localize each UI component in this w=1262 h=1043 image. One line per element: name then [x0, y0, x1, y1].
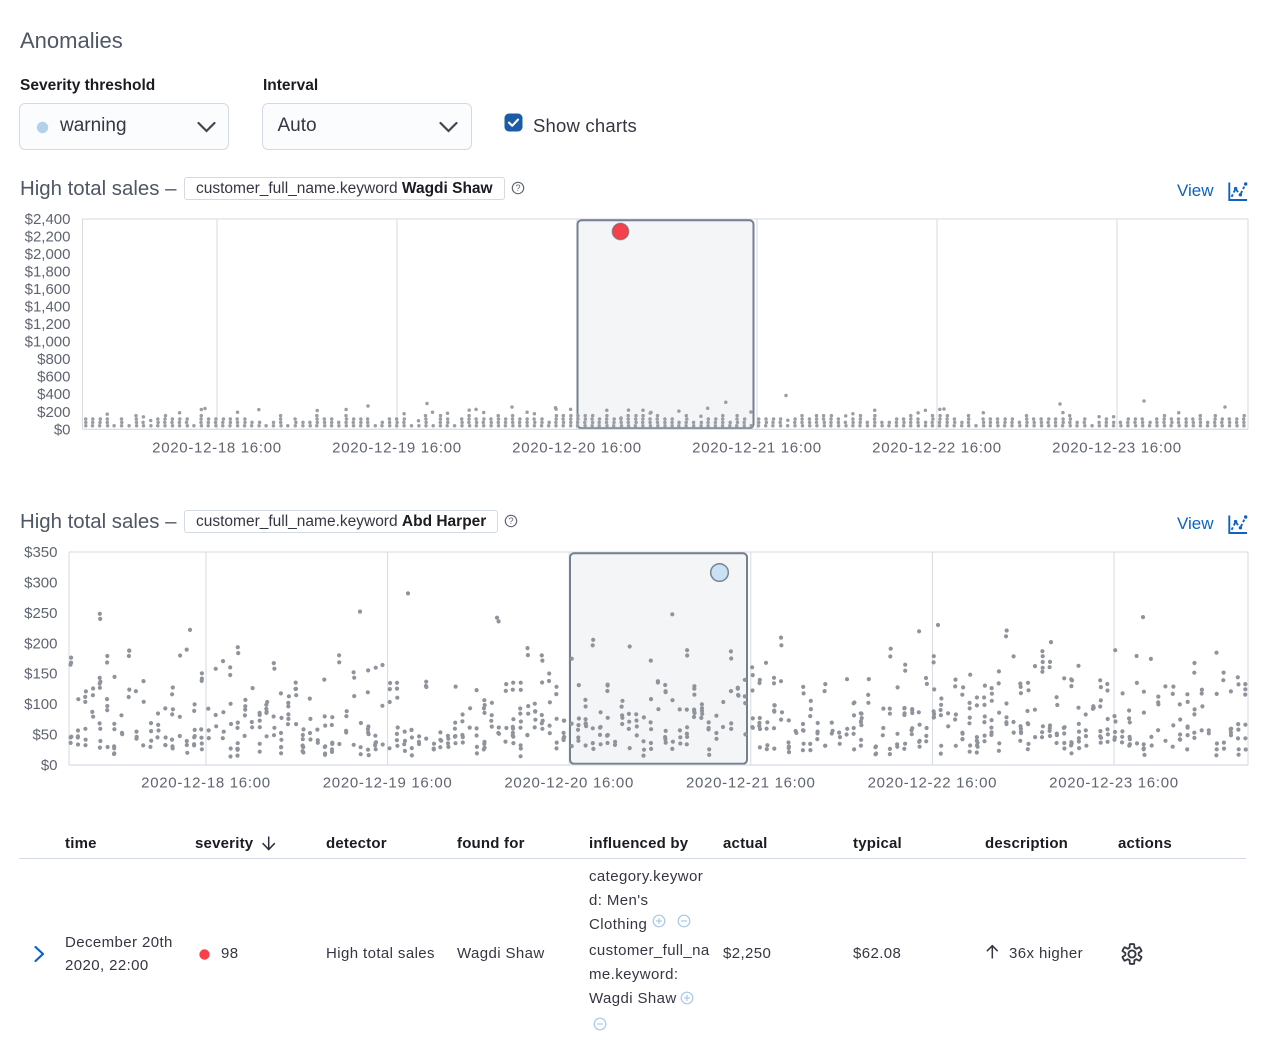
- svg-text:$200: $200: [24, 635, 57, 652]
- svg-text:2020-12-22 16:00: 2020-12-22 16:00: [872, 440, 1002, 457]
- svg-text:$1,000: $1,000: [25, 334, 71, 351]
- svg-text:2020-12-19 16:00: 2020-12-19 16:00: [332, 440, 462, 457]
- svg-text:$0: $0: [54, 421, 71, 438]
- svg-text:$600: $600: [37, 369, 70, 386]
- svg-text:2020-12-21 16:00: 2020-12-21 16:00: [692, 440, 822, 457]
- svg-text:2020-12-23 16:00: 2020-12-23 16:00: [1052, 440, 1182, 457]
- svg-text:$250: $250: [24, 605, 57, 622]
- svg-text:?: ?: [508, 516, 513, 526]
- svg-text:$2,000: $2,000: [25, 246, 71, 263]
- svg-text:$200: $200: [37, 404, 70, 421]
- svg-text:2020-12-23 16:00: 2020-12-23 16:00: [1049, 775, 1179, 791]
- svg-text:2020-12-20 16:00: 2020-12-20 16:00: [512, 440, 642, 457]
- svg-text:$2,200: $2,200: [25, 229, 71, 246]
- svg-text:$1,800: $1,800: [25, 264, 71, 281]
- svg-text:$300: $300: [24, 574, 57, 591]
- svg-text:2020-12-22 16:00: 2020-12-22 16:00: [868, 775, 998, 791]
- svg-text:$1,200: $1,200: [25, 316, 71, 333]
- svg-text:$2,400: $2,400: [25, 211, 71, 228]
- svg-text:2020-12-18 16:00: 2020-12-18 16:00: [152, 440, 282, 457]
- svg-text:$350: $350: [24, 544, 57, 561]
- svg-text:$50: $50: [32, 727, 57, 744]
- svg-text:$150: $150: [24, 666, 57, 683]
- svg-text:2020-12-18 16:00: 2020-12-18 16:00: [141, 775, 271, 791]
- svg-text:$1,400: $1,400: [25, 299, 71, 316]
- svg-text:$800: $800: [37, 351, 70, 368]
- svg-text:$1,600: $1,600: [25, 281, 71, 298]
- svg-text:2020-12-20 16:00: 2020-12-20 16:00: [504, 775, 634, 791]
- svg-text:$100: $100: [24, 696, 57, 713]
- svg-text:2020-12-19 16:00: 2020-12-19 16:00: [323, 775, 453, 791]
- svg-text:$0: $0: [41, 757, 58, 774]
- svg-text:2020-12-21 16:00: 2020-12-21 16:00: [686, 775, 816, 791]
- svg-text:?: ?: [515, 183, 520, 193]
- svg-text:$400: $400: [37, 386, 70, 403]
